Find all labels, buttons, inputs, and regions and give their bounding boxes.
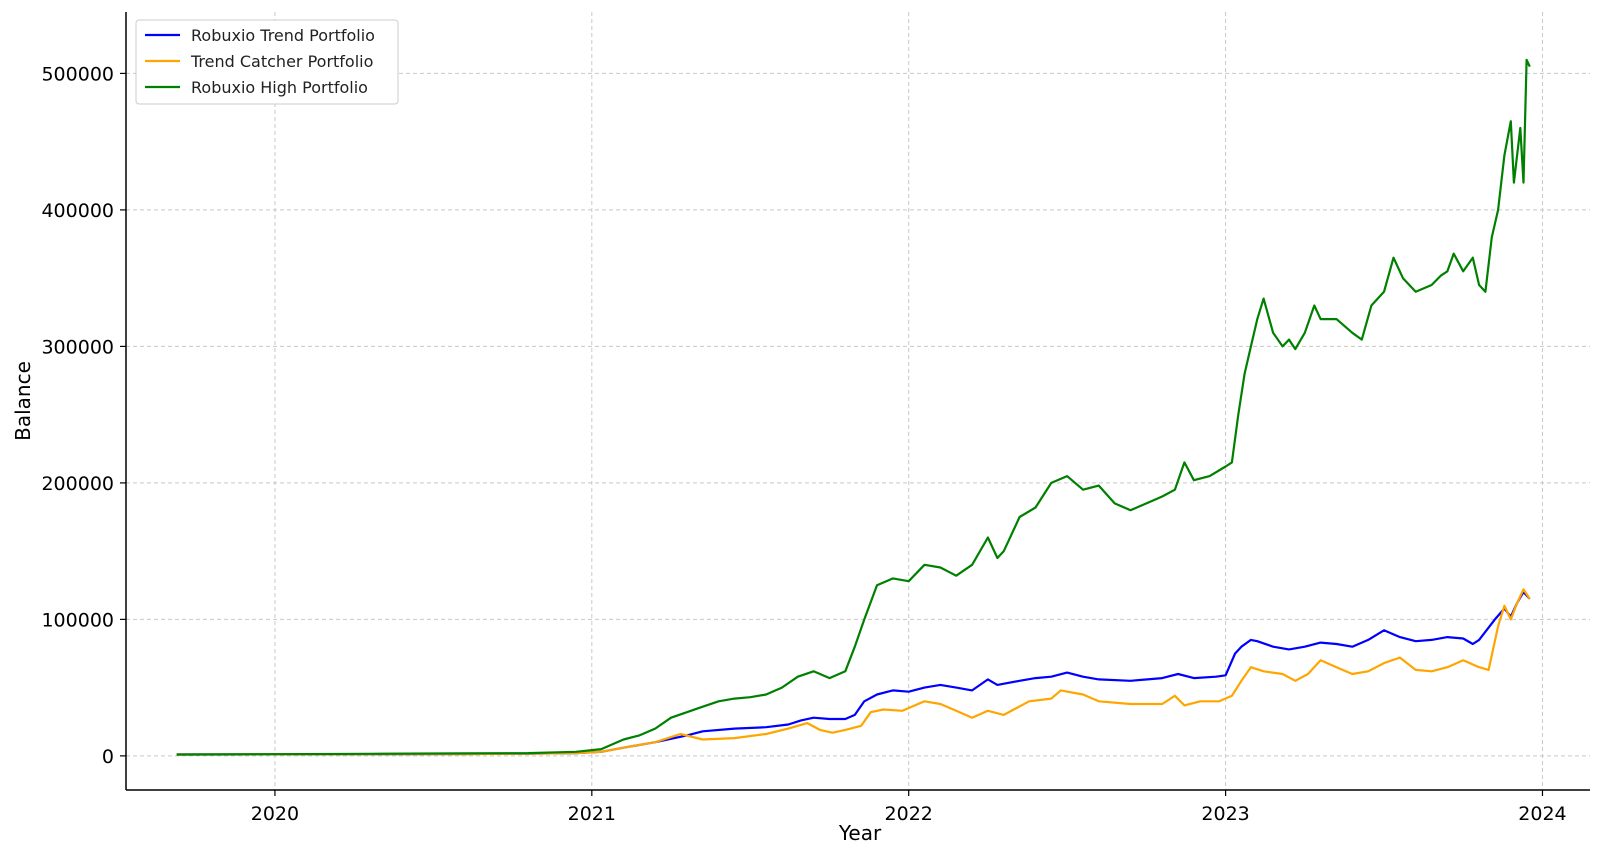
series-line-1 bbox=[176, 588, 1531, 756]
legend-box bbox=[135, 19, 399, 105]
y-tick-label: 0 bbox=[102, 746, 114, 768]
legend-label-1: Trend Catcher Portfolio bbox=[190, 52, 373, 71]
x-tick-label: 2022 bbox=[885, 803, 933, 825]
x-tick-label: 2020 bbox=[251, 803, 299, 825]
legend: Robuxio Trend Portfolio Trend Catcher Por… bbox=[135, 19, 399, 105]
gridlines bbox=[126, 12, 1590, 790]
x-axis-title: Year bbox=[838, 821, 882, 845]
series-line-2 bbox=[176, 58, 1531, 756]
series-line-0 bbox=[176, 591, 1531, 756]
x-tick-label: 2021 bbox=[568, 803, 616, 825]
x-tick-label: 2023 bbox=[1201, 803, 1249, 825]
y-tick-label: 300000 bbox=[41, 336, 114, 358]
legend-label-0: Robuxio Trend Portfolio bbox=[191, 26, 375, 45]
tick-labels: 2020 2021 2022 2023 2024 0 100000 200000 300000 4… bbox=[41, 63, 1566, 825]
y-tick-label: 500000 bbox=[41, 63, 114, 85]
y-tick-label: 400000 bbox=[41, 200, 114, 222]
y-tick-label: 200000 bbox=[41, 473, 114, 495]
series-lines bbox=[176, 58, 1531, 756]
y-tick-label: 100000 bbox=[41, 609, 114, 631]
axes bbox=[125, 12, 1590, 791]
x-tick-label: 2024 bbox=[1518, 803, 1566, 825]
y-axis-title: Balance bbox=[11, 361, 35, 441]
legend-label-2: Robuxio High Portfolio bbox=[191, 78, 368, 97]
